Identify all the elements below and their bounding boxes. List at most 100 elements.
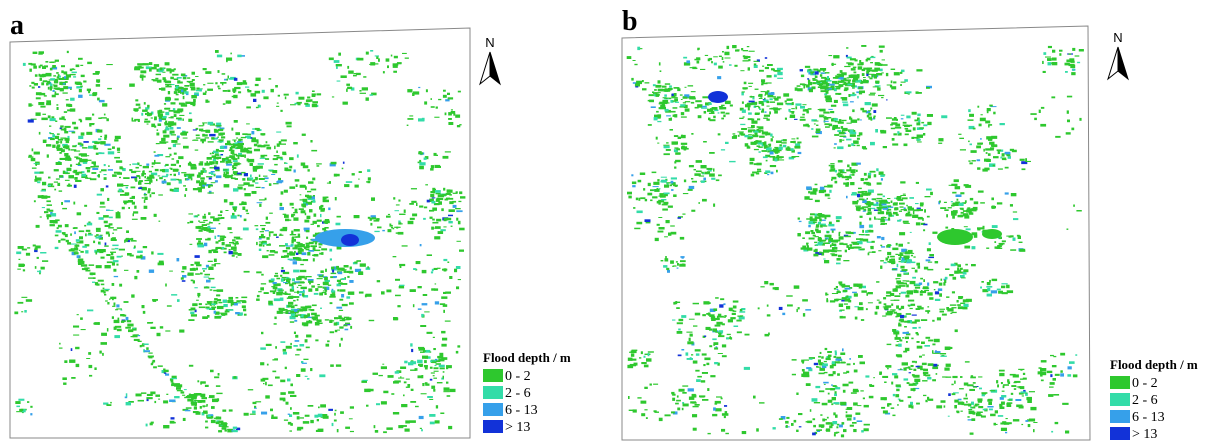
flood-patch (233, 207, 237, 210)
flood-patch (310, 368, 312, 371)
flood-patch (244, 413, 249, 416)
flood-patch (795, 156, 799, 157)
flood-patch (696, 171, 702, 173)
flood-patch (1040, 374, 1043, 376)
flood-patch (179, 115, 184, 116)
flood-patch (199, 163, 204, 166)
flood-patch (251, 93, 257, 96)
flood-patch (128, 207, 130, 209)
flood-patch (208, 415, 211, 417)
flood-patch (1019, 406, 1024, 409)
flood-patch (938, 143, 942, 144)
flood-patch (289, 430, 292, 431)
flood-patch (980, 202, 985, 203)
flood-patch (897, 199, 903, 201)
flood-patch (302, 363, 307, 364)
flood-patch (977, 167, 980, 170)
flood-patch (419, 151, 422, 152)
flood-patch (55, 121, 57, 123)
flood-patch (730, 337, 732, 339)
flood-patch (134, 171, 140, 172)
flood-patch (684, 180, 686, 183)
flood-patch (703, 364, 705, 366)
flood-patch (160, 67, 163, 70)
flood-patch (791, 423, 794, 426)
flood-patch (659, 227, 665, 230)
flood-patch (298, 314, 302, 316)
flood-patch (273, 234, 277, 236)
flood-patch (177, 127, 181, 129)
flood-patch (830, 165, 834, 168)
flood-patch (1040, 124, 1046, 127)
flood-patch (676, 400, 681, 402)
flood-patch (169, 117, 172, 118)
flood-patch (661, 177, 667, 178)
flood-patch (57, 183, 60, 186)
flood-patch (759, 402, 765, 403)
flood-patch (17, 269, 21, 270)
flood-patch (640, 48, 643, 49)
flood-patch (800, 117, 805, 118)
flood-patch (138, 335, 141, 336)
flood-patch (54, 85, 58, 87)
flood-patch (767, 133, 770, 136)
flood-patch (144, 194, 147, 196)
flood-patch (820, 352, 822, 354)
flood-patch (762, 109, 764, 111)
flood-patch (393, 197, 395, 199)
flood-patch (903, 332, 909, 334)
flood-patch (370, 50, 373, 52)
flood-patch (150, 392, 155, 395)
flood-patch (395, 279, 400, 281)
flood-patch (680, 94, 683, 95)
flood-patch (754, 149, 759, 150)
flood-patch (191, 280, 194, 282)
flood-patch (170, 77, 174, 80)
flood-patch (78, 143, 82, 145)
flood-patch (359, 90, 361, 92)
flood-patch (876, 306, 879, 309)
flood-patch (144, 183, 151, 184)
flood-patch (646, 358, 652, 361)
flood-patch (713, 56, 718, 57)
flood-patch (659, 418, 663, 421)
flood-patch (295, 209, 298, 213)
flood-patch (125, 239, 128, 242)
flood-patch (203, 84, 205, 85)
flood-patch (670, 260, 674, 263)
flood-patch (103, 215, 109, 218)
flood-patch (194, 406, 197, 409)
flood-patch (824, 260, 829, 263)
flood-patch (280, 298, 284, 301)
flood-patch (694, 169, 697, 170)
flood-patch (419, 162, 425, 165)
flood-patch (218, 133, 223, 136)
flood-patch (333, 276, 337, 278)
flood-patch (744, 82, 747, 85)
flood-patch (725, 433, 729, 434)
flood-patch (858, 87, 862, 90)
flood-patch (376, 218, 379, 220)
flood-patch (970, 377, 976, 379)
flood-patch (329, 249, 332, 252)
flood-patch (281, 267, 283, 269)
flood-patch (366, 97, 369, 100)
flood-patch (674, 161, 676, 163)
flood-patch (371, 217, 376, 219)
flood-patch (185, 175, 187, 177)
flood-patch (650, 200, 652, 202)
flood-patch (204, 214, 206, 216)
flood-patch (203, 406, 207, 407)
flood-patch (293, 296, 299, 298)
flood-patch (809, 238, 815, 240)
flood-patch (310, 420, 314, 423)
flood-patch (638, 180, 642, 183)
flood-patch (791, 115, 794, 117)
flood-patch (423, 218, 426, 220)
flood-patch (899, 211, 902, 212)
flood-patch (324, 287, 326, 289)
flood-patch (440, 368, 445, 370)
flood-patch (379, 375, 383, 376)
flood-patch (750, 96, 755, 97)
flood-patch (314, 214, 317, 217)
